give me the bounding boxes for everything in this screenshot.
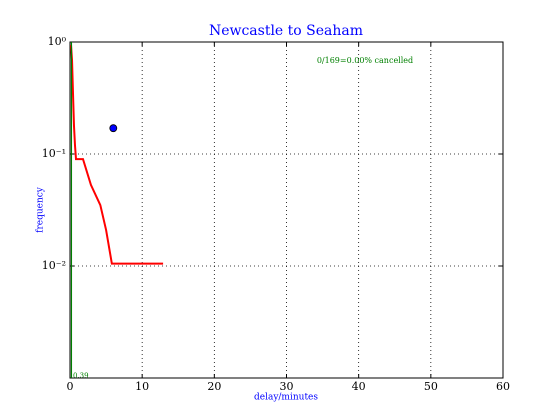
x-tick-label: 0 [67, 380, 74, 393]
annotation: 0/169=0.00% cancelled [317, 56, 413, 65]
x-tick-label: 50 [424, 380, 438, 393]
point [109, 124, 118, 133]
line [70, 44, 164, 265]
x-tick-label: 10 [135, 380, 149, 393]
x-tick-label: 40 [352, 380, 366, 393]
y-tick-label: 10⁻¹ [42, 147, 66, 160]
x-tick-label: 60 [496, 380, 510, 393]
x-axis-label: delay/minutes [254, 393, 318, 403]
chart-title: Newcastle to Seaham [209, 23, 363, 39]
y-axis-label: frequency [36, 186, 46, 233]
x-tick-label: 20 [207, 380, 221, 393]
y-tick-label: 10⁰ [48, 35, 67, 48]
plot-frame [69, 41, 504, 379]
annotation: 0.39 [73, 372, 89, 380]
x-tick-label: 30 [280, 380, 294, 393]
y-tick-label: 10⁻² [42, 259, 66, 272]
